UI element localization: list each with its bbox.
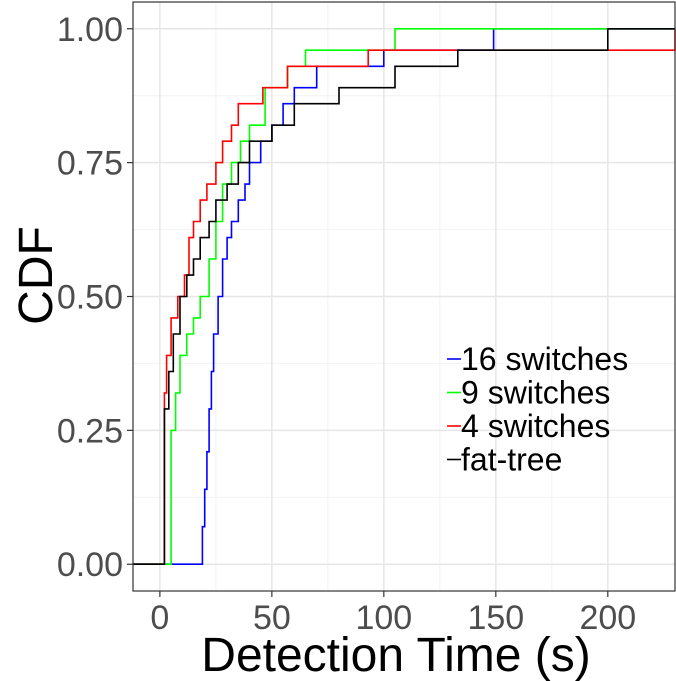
y-tick-label: 0.50 (57, 279, 123, 317)
major-gridlines (133, 2, 675, 591)
x-tick-label: 200 (579, 599, 636, 637)
x-axis-ticks: 0 50 100 150 200 (150, 591, 636, 637)
x-tick-label: 0 (150, 599, 169, 637)
y-axis-ticks: 0.00 0.25 0.50 0.75 1.00 (57, 11, 133, 584)
x-tick-label: 50 (253, 599, 291, 637)
legend-label: fat-tree (461, 442, 562, 478)
series-line-fat-tree (133, 28, 675, 565)
y-tick-label: 0.25 (57, 412, 123, 450)
series-layer (133, 28, 676, 565)
x-tick-label: 150 (467, 599, 524, 637)
y-tick-label: 0.75 (57, 145, 123, 183)
x-axis-title: Detection Time (s) (201, 629, 590, 681)
legend-label: 4 switches (461, 408, 610, 444)
series-line-16-switches (133, 28, 675, 565)
y-tick-label: 0.00 (57, 546, 123, 584)
y-axis-title: CDF (10, 226, 63, 325)
series-line-4-switches (133, 28, 676, 565)
y-tick-label: 1.00 (57, 11, 123, 49)
legend-label: 16 switches (461, 341, 628, 377)
x-tick-label: 100 (355, 599, 412, 637)
legend-label: 9 switches (461, 375, 610, 411)
